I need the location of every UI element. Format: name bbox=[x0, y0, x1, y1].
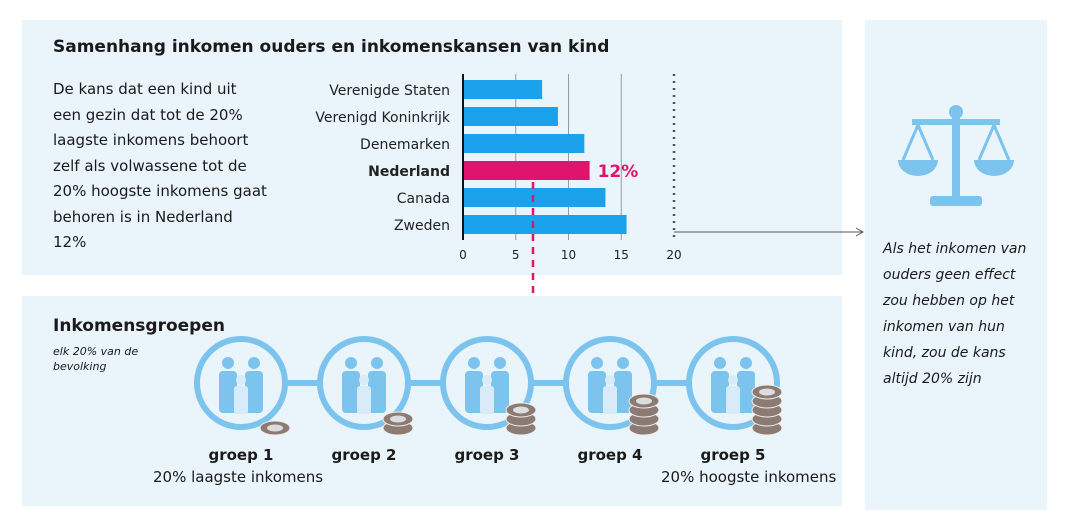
person-body bbox=[342, 371, 360, 413]
child-head bbox=[236, 375, 246, 385]
lowest-caption: 20% laagste inkomens bbox=[153, 468, 324, 486]
category-label: Verenigde Staten bbox=[329, 83, 450, 99]
group-4-icon bbox=[563, 336, 660, 436]
person-body bbox=[368, 371, 386, 413]
highest-caption: 20% hoogste inkomens bbox=[661, 468, 837, 486]
group-label: groep 5 bbox=[700, 446, 766, 464]
side-note: Als het inkomen van ouders geen effect z… bbox=[883, 241, 1027, 387]
x-tick-label: 10 bbox=[561, 248, 576, 262]
person-head bbox=[222, 357, 234, 369]
scale-pole bbox=[952, 110, 960, 200]
person-body bbox=[219, 371, 237, 413]
group-5-icon bbox=[686, 336, 783, 436]
person-body bbox=[245, 371, 263, 413]
scale-pan bbox=[898, 160, 938, 176]
bar-zweden bbox=[463, 215, 627, 234]
scale-base bbox=[930, 196, 982, 206]
groups-title: Inkomensgroepen bbox=[53, 316, 225, 336]
child-body bbox=[234, 386, 248, 414]
x-tick-label: 5 bbox=[512, 248, 520, 262]
category-label: Zweden bbox=[394, 218, 450, 234]
bar-nederland bbox=[463, 161, 590, 180]
groups-subtitle: elk 20% van de bevolking bbox=[53, 345, 139, 373]
person-head bbox=[345, 357, 357, 369]
coin-face bbox=[636, 397, 652, 405]
side-panel bbox=[865, 20, 1047, 510]
child-head bbox=[605, 375, 615, 385]
child-head bbox=[482, 375, 492, 385]
coin-face bbox=[513, 406, 529, 414]
child-body bbox=[357, 386, 371, 414]
person-head bbox=[494, 357, 506, 369]
person-body bbox=[465, 371, 483, 413]
person-head bbox=[468, 357, 480, 369]
child-head bbox=[728, 375, 738, 385]
child-body bbox=[480, 386, 494, 414]
person-head bbox=[617, 357, 629, 369]
description: De kans dat een kind uit een gezin dat t… bbox=[53, 80, 267, 251]
person-body bbox=[491, 371, 509, 413]
bar-denemarken bbox=[463, 134, 585, 153]
coin-face bbox=[759, 388, 775, 396]
person-body bbox=[711, 371, 729, 413]
group-label: groep 2 bbox=[331, 446, 397, 464]
person-body bbox=[737, 371, 755, 413]
highlight-value-label: 12% bbox=[598, 162, 639, 182]
x-tick-label: 0 bbox=[459, 248, 467, 262]
bar-verenigde-staten bbox=[463, 80, 543, 99]
child-body bbox=[603, 386, 617, 414]
group-label: groep 3 bbox=[454, 446, 520, 464]
bar-verenigd-koninkrijk bbox=[463, 107, 558, 126]
x-tick-label: 15 bbox=[614, 248, 629, 262]
group-1-icon bbox=[194, 336, 291, 436]
child-head bbox=[359, 375, 369, 385]
x-tick-label: 20 bbox=[666, 248, 681, 262]
person-body bbox=[614, 371, 632, 413]
group-label: groep 1 bbox=[208, 446, 274, 464]
scale-top bbox=[949, 105, 963, 119]
coin-face bbox=[267, 424, 283, 432]
scale-pan bbox=[974, 160, 1014, 176]
category-label: Denemarken bbox=[360, 137, 450, 153]
page-title: Samenhang inkomen ouders en inkomenskans… bbox=[53, 37, 610, 57]
group-label: groep 4 bbox=[577, 446, 643, 464]
coin-face bbox=[390, 415, 406, 423]
scale-icon bbox=[898, 105, 1014, 206]
person-head bbox=[371, 357, 383, 369]
person-head bbox=[714, 357, 726, 369]
person-head bbox=[248, 357, 260, 369]
person-head bbox=[591, 357, 603, 369]
scale-string bbox=[901, 124, 935, 161]
person-body bbox=[588, 371, 606, 413]
scale-string bbox=[977, 124, 1011, 161]
arrow-head-icon bbox=[855, 227, 865, 237]
group-2-icon bbox=[317, 336, 414, 436]
category-label: Nederland bbox=[368, 164, 450, 180]
category-label: Canada bbox=[397, 191, 450, 207]
group-3-icon bbox=[440, 336, 537, 436]
category-label: Verenigd Koninkrijk bbox=[315, 110, 450, 126]
person-head bbox=[740, 357, 752, 369]
child-body bbox=[726, 386, 740, 414]
